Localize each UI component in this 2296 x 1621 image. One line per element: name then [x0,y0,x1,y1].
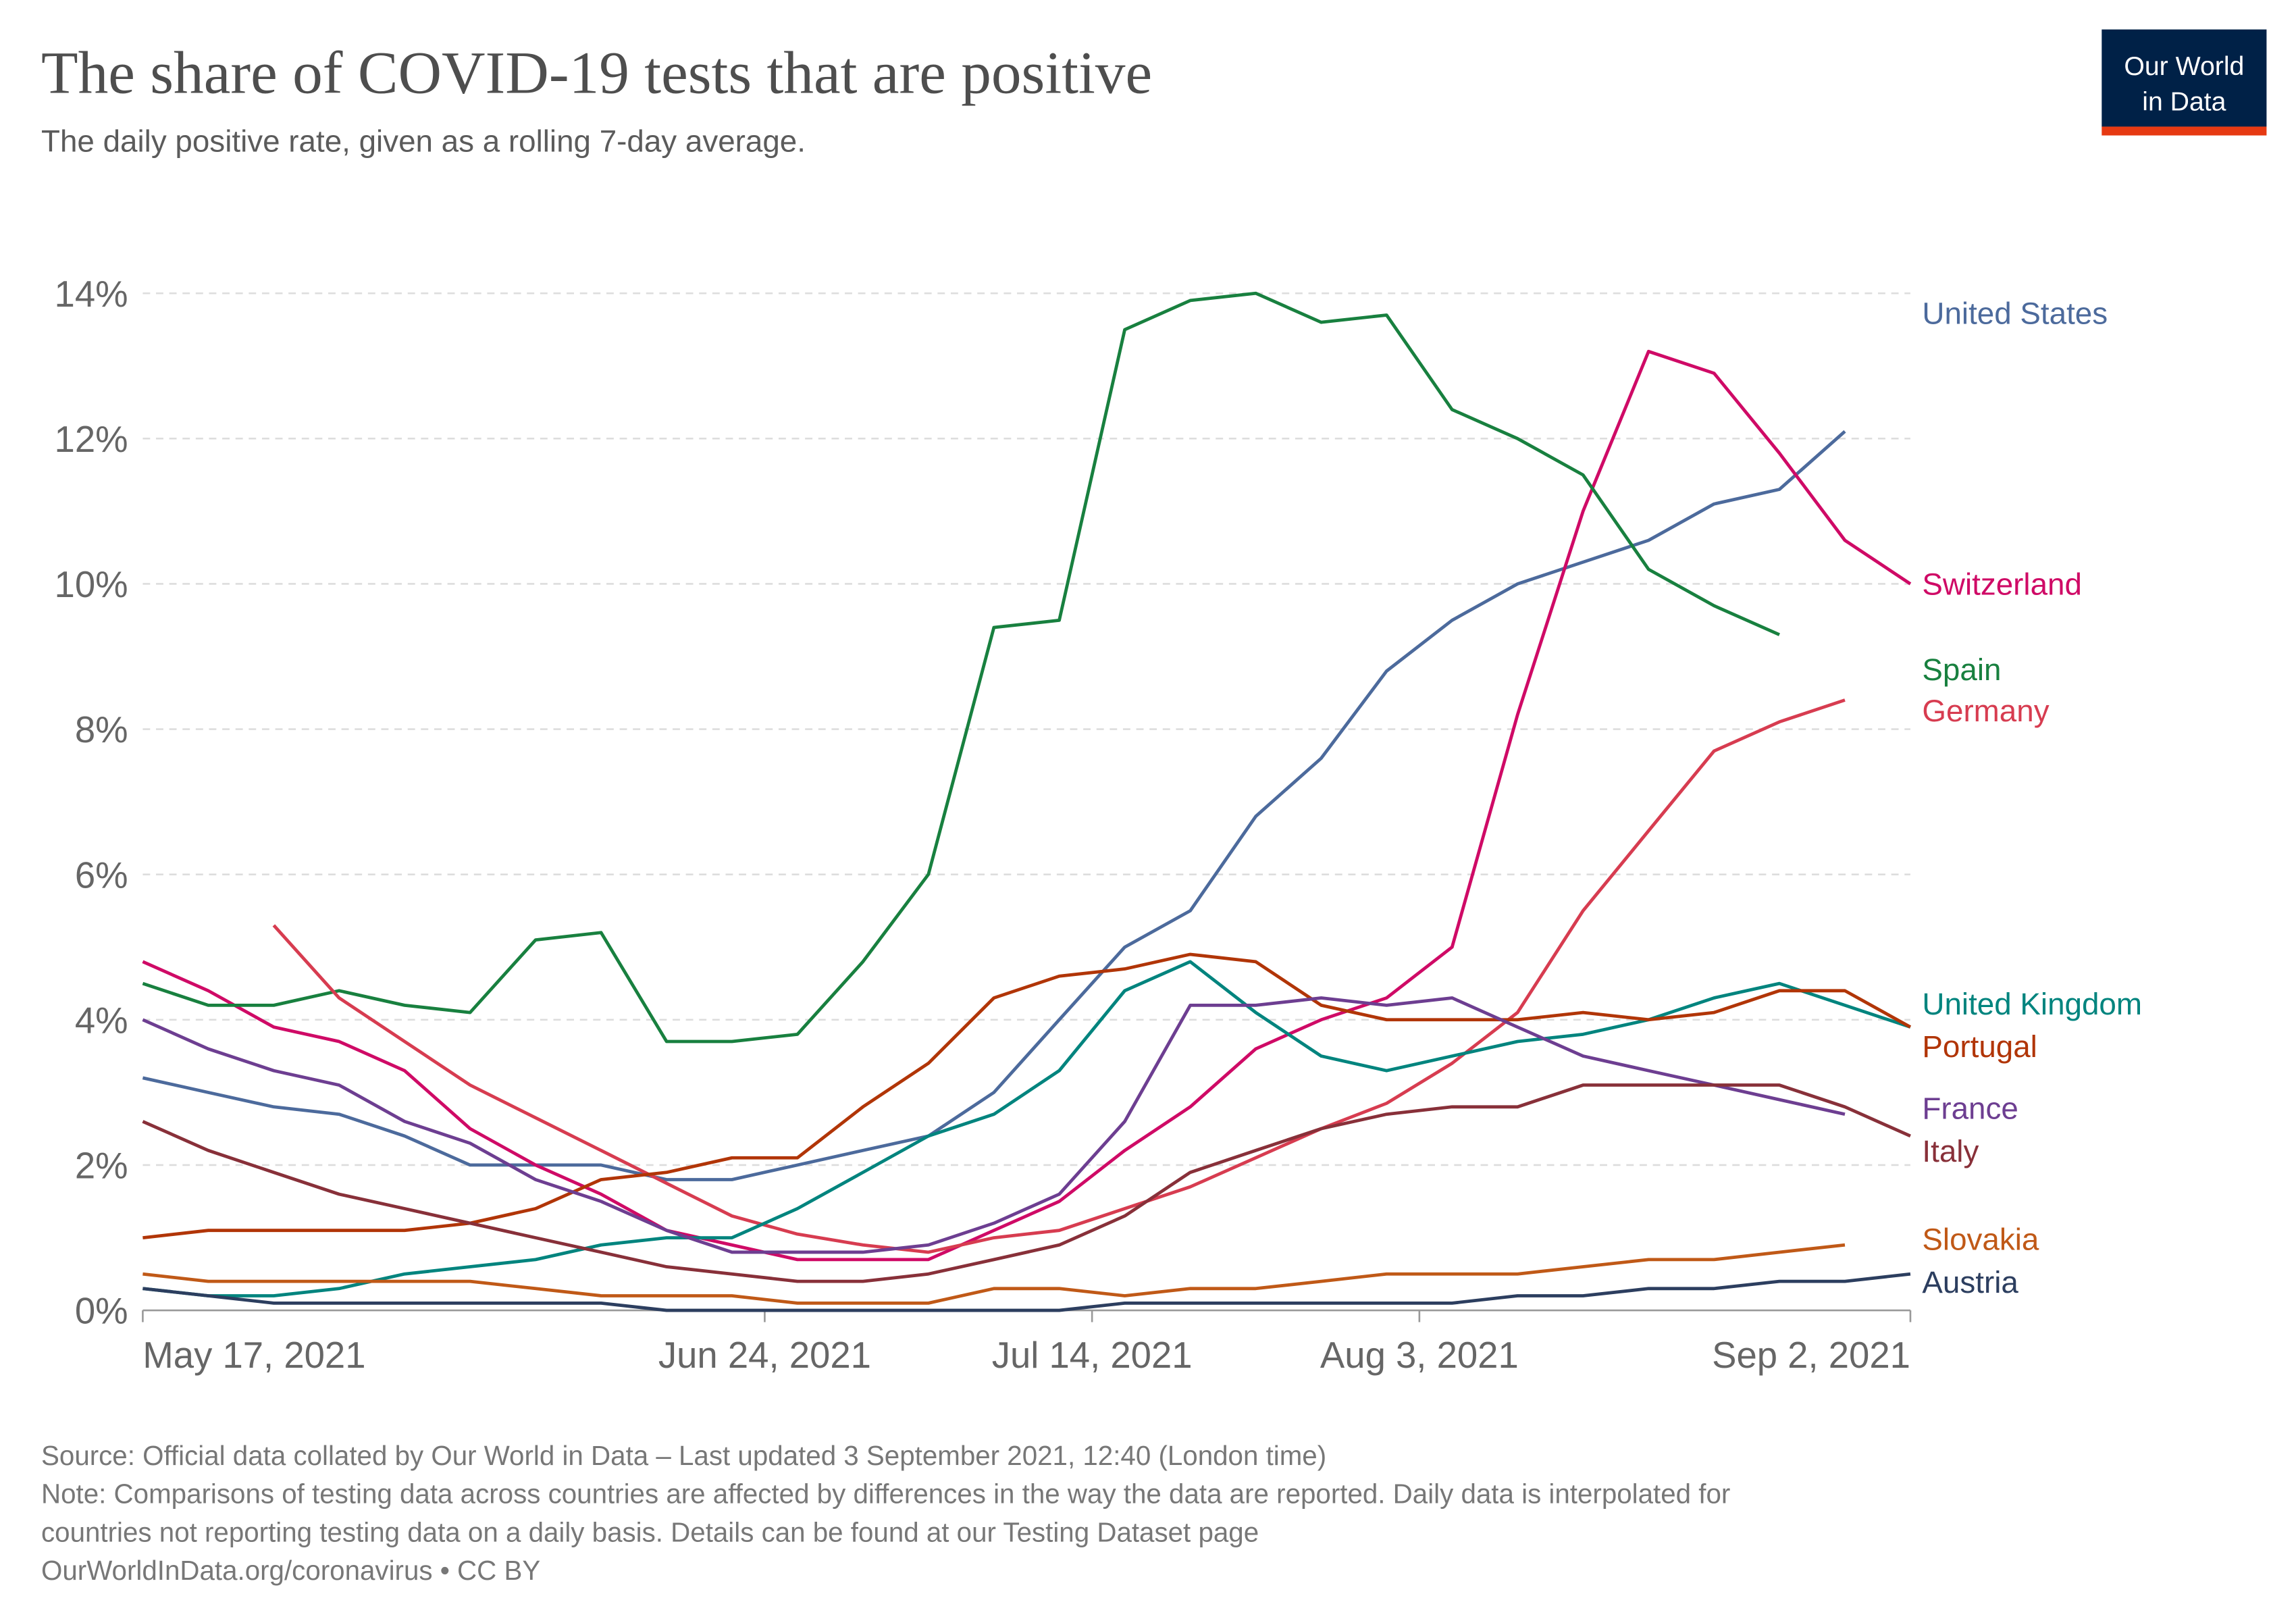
series-line [142,996,1846,1254]
y-tick-label: 6% [75,854,128,896]
footer-text: OurWorldInData.org/coronavirus • CC BY [41,1555,540,1586]
series-line [142,952,1912,1239]
x-tick-label: May 17, 2021 [142,1335,365,1376]
y-tick-label: 12% [55,419,128,460]
legend-label: United States [1922,297,2108,331]
x-tick-label: Jun 24, 2021 [658,1335,871,1376]
y-tick-label: 14% [55,274,128,315]
y-tick-label: 0% [75,1291,128,1332]
legend-label: United Kingdom [1922,987,2142,1021]
x-tick-label: Aug 3, 2021 [1320,1335,1519,1376]
logo-box [2102,29,2267,127]
legend-label: Austria [1922,1265,2018,1300]
x-tick-label: Jul 14, 2021 [992,1335,1193,1376]
legend-label: Portugal [1922,1029,2037,1064]
chart-title: The share of COVID-19 tests that are pos… [41,39,1152,106]
y-tick-label: 2% [75,1146,128,1187]
legend-label: Spain [1922,652,2001,687]
footer-text: Source: Official data collated by Our Wo… [41,1440,1326,1471]
logo-text: in Data [2142,86,2226,116]
legend-label: Germany [1922,694,2049,728]
logo-text: Our World [2124,51,2244,81]
logo-bar [2102,126,2267,136]
series-line [142,1272,1911,1312]
series-line [272,698,1846,1254]
chart-subtitle: The daily positive rate, given as a roll… [41,124,806,159]
series-line [142,1083,1911,1283]
series-line [142,291,1780,1044]
legend-label: Italy [1922,1134,1979,1168]
series-line [142,1243,1846,1305]
series-line [142,349,1912,1262]
y-tick-label: 10% [55,564,128,605]
footer-text: Note: Comparisons of testing data across… [41,1478,1730,1510]
series-line [142,960,1911,1297]
y-tick-label: 8% [75,709,128,750]
logo: Our World in Data [2102,29,2267,136]
series-line [142,430,1846,1181]
footer: Source: Official data collated by Our Wo… [41,1440,1730,1586]
footer-text: countries not reporting testing data on … [41,1516,1259,1547]
legend-label: Switzerland [1922,567,2082,602]
legend-label: France [1922,1091,2018,1126]
x-tick-label: Sep 2, 2021 [1712,1335,1910,1376]
legend-label: Slovakia [1922,1223,2039,1257]
y-tick-label: 4% [75,1000,128,1041]
